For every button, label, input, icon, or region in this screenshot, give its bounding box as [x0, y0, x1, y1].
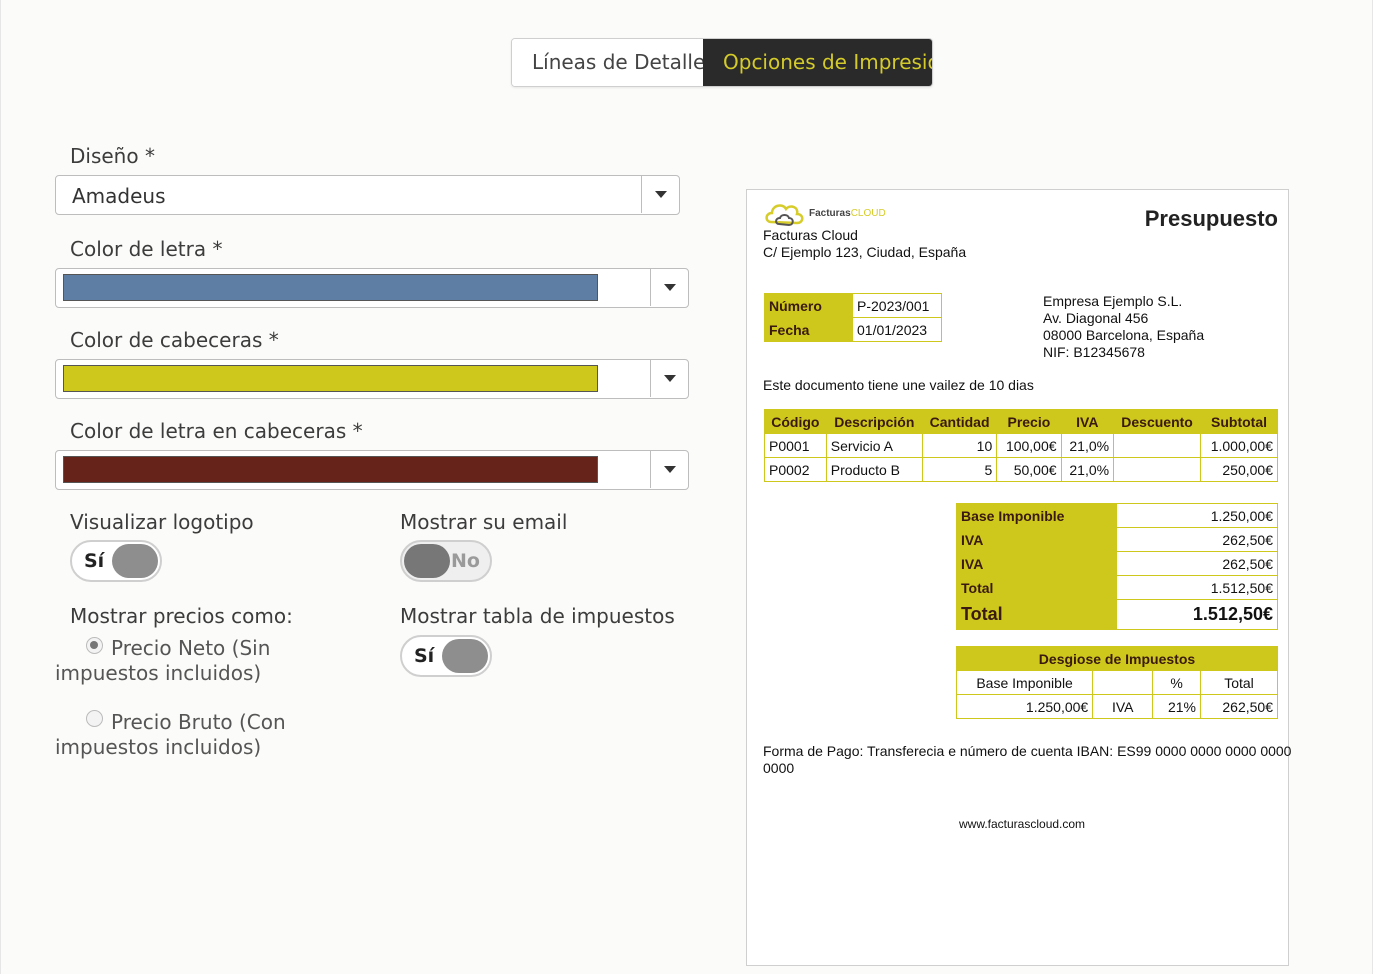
lines-table: Código Descripción Cantidad Precio IVA Desc… [764, 409, 1278, 482]
chevron-down-icon [654, 191, 667, 198]
client-street: Av. Diagonal 456 [1043, 310, 1149, 326]
color-letra-cabeceras-select[interactable] [55, 450, 689, 490]
visualizar-logotipo-toggle[interactable]: Sí [70, 540, 162, 582]
diseno-select[interactable]: Amadeus [55, 175, 680, 215]
diseno-value: Amadeus [72, 184, 166, 208]
logo-text: FacturasCLOUD [809, 208, 886, 219]
diseno-dropdown-toggle[interactable] [641, 176, 679, 213]
color-letra-cabeceras-dropdown-toggle[interactable] [650, 451, 688, 488]
client-nif: NIF: B12345678 [1043, 344, 1145, 360]
payment-text: Forma de Pago: Transferecia e número de … [763, 743, 1292, 759]
color-cabeceras-label: Color de cabeceras * [70, 328, 279, 352]
mostrar-precios-label: Mostrar precios como: [70, 604, 293, 628]
color-letra-swatch [63, 274, 598, 301]
toggle-state: No [451, 550, 480, 572]
client-city: 08000 Barcelona, España [1043, 327, 1205, 343]
tax-breakdown-table: Desgiose de Impuestos Base Imponible % To… [955, 646, 1278, 719]
tab-bar: Líneas de Detalle Opciones de Impresión [511, 38, 933, 87]
toggle-state: Sí [84, 550, 105, 572]
meta-table: Número P-2023/001 Fecha 01/01/2023 [764, 293, 942, 342]
chevron-down-icon [663, 466, 676, 473]
table-row: P0002 Producto B 5 50,00€ 21,0% 250,00€ [764, 457, 1278, 482]
color-letra-select[interactable] [55, 268, 689, 308]
toggle-state: Sí [414, 645, 435, 667]
color-cabeceras-select[interactable] [55, 359, 689, 399]
table-row: P0001 Servicio A 10 100,00€ 21,0% 1.000,00… [764, 433, 1278, 458]
client-name: Empresa Ejemplo S.L. [1043, 293, 1183, 309]
cloud-logo-icon [765, 204, 804, 227]
mostrar-tabla-impuestos-label: Mostrar tabla de impuestos [400, 604, 675, 628]
invoice-preview: FacturasCLOUD Presupuesto Facturas Cloud… [746, 189, 1292, 966]
precio-bruto-radio[interactable] [86, 710, 103, 727]
company-address: C/ Ejemplo 123, Ciudad, España [763, 244, 967, 260]
precio-bruto-label[interactable]: Precio Bruto (Con impuestos incluidos) [55, 710, 286, 759]
totals-table: Base Imponible 1.250,00€ IVA 262,50€ IVA 26… [956, 503, 1278, 630]
website-text: www.facturascloud.com [959, 817, 1086, 831]
color-letra-cabeceras-label: Color de letra en cabeceras * [70, 419, 363, 443]
payment-text-cont: 0000 [763, 760, 795, 776]
validity-text: Este documento tiene une vailez de 10 di… [763, 377, 1034, 393]
mostrar-email-toggle[interactable]: No [400, 540, 492, 582]
color-cabeceras-dropdown-toggle[interactable] [650, 360, 688, 397]
color-letra-dropdown-toggle[interactable] [650, 269, 688, 306]
toggle-knob [404, 544, 450, 578]
visualizar-logotipo-label: Visualizar logotipo [70, 510, 254, 534]
toggle-knob [112, 544, 158, 578]
color-letra-cabeceras-swatch [63, 456, 598, 483]
toggle-knob [442, 639, 488, 673]
diseno-label: Diseño * [70, 144, 155, 168]
doc-title: Presupuesto [1144, 206, 1278, 231]
mostrar-tabla-impuestos-toggle[interactable]: Sí [400, 635, 492, 677]
chevron-down-icon [663, 284, 676, 291]
chevron-down-icon [663, 375, 676, 382]
company-name: Facturas Cloud [763, 227, 858, 243]
mostrar-email-label: Mostrar su email [400, 510, 568, 534]
color-cabeceras-swatch [63, 365, 598, 392]
tab-lineas-detalle[interactable]: Líneas de Detalle [512, 39, 703, 86]
precio-neto-label[interactable]: Precio Neto (Sin impuestos incluidos) [55, 636, 271, 685]
precio-neto-radio[interactable] [86, 637, 103, 654]
color-letra-label: Color de letra * [70, 237, 223, 261]
tab-opciones-impresion[interactable]: Opciones de Impresión [703, 39, 932, 86]
